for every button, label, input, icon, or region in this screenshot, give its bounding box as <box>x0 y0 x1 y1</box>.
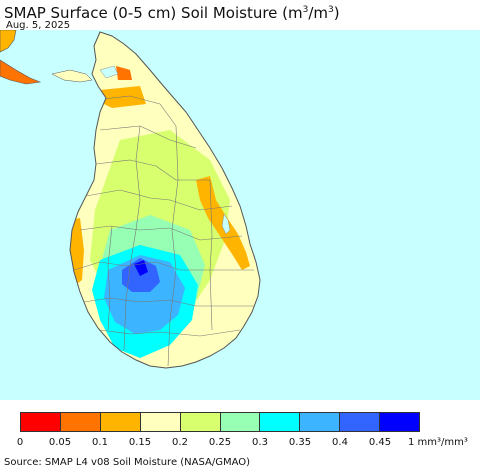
legend-tick: 0.05 <box>48 437 72 448</box>
color-legend <box>20 412 420 432</box>
legend-swatch-6 <box>260 413 301 431</box>
south-coast <box>180 300 260 368</box>
legend-swatch-5 <box>220 413 261 431</box>
source-credit: Source: SMAP L4 v08 Soil Moisture (NASA/… <box>4 457 251 468</box>
legend-tick-last: 1 mm³/mm³ <box>408 437 468 448</box>
legend-swatch-8 <box>340 413 381 431</box>
legend-tick: 0.1 <box>92 437 108 448</box>
soil-moisture-map <box>0 30 261 369</box>
legend-tick: 0.3 <box>252 437 268 448</box>
island-outline <box>69 31 261 369</box>
legend-swatch-1 <box>60 413 101 431</box>
legend-swatch-9 <box>380 413 420 431</box>
mannar-islands <box>51 69 93 83</box>
map-area <box>0 30 480 400</box>
darkblue-zone <box>134 260 148 276</box>
legend-tick: 0.2 <box>172 437 188 448</box>
legend-swatch-4 <box>180 413 221 431</box>
map-title: SMAP Surface (0-5 cm) Soil Moisture (m3/… <box>4 4 340 22</box>
east-lagoon <box>221 213 231 235</box>
legend-swatch-7 <box>300 413 341 431</box>
north-lagoon <box>99 65 119 79</box>
north-orange-2 <box>116 66 132 80</box>
map-date: Aug. 5, 2025 <box>6 20 71 31</box>
district-boundaries <box>73 95 256 367</box>
legend-tick: 0 <box>16 437 24 448</box>
legend-tick: 0.15 <box>128 437 152 448</box>
legend-swatch-2 <box>100 413 141 431</box>
legend-tick: 0.25 <box>208 437 232 448</box>
island-layers <box>70 32 260 368</box>
legend-swatch-0 <box>21 413 61 431</box>
legend-tick: 0.4 <box>332 437 348 448</box>
legend-tick: 0.35 <box>288 437 312 448</box>
india-coast <box>0 30 17 53</box>
legend-tick: 0.45 <box>368 437 392 448</box>
india-coast-south <box>0 59 42 85</box>
legend-swatch-3 <box>140 413 181 431</box>
